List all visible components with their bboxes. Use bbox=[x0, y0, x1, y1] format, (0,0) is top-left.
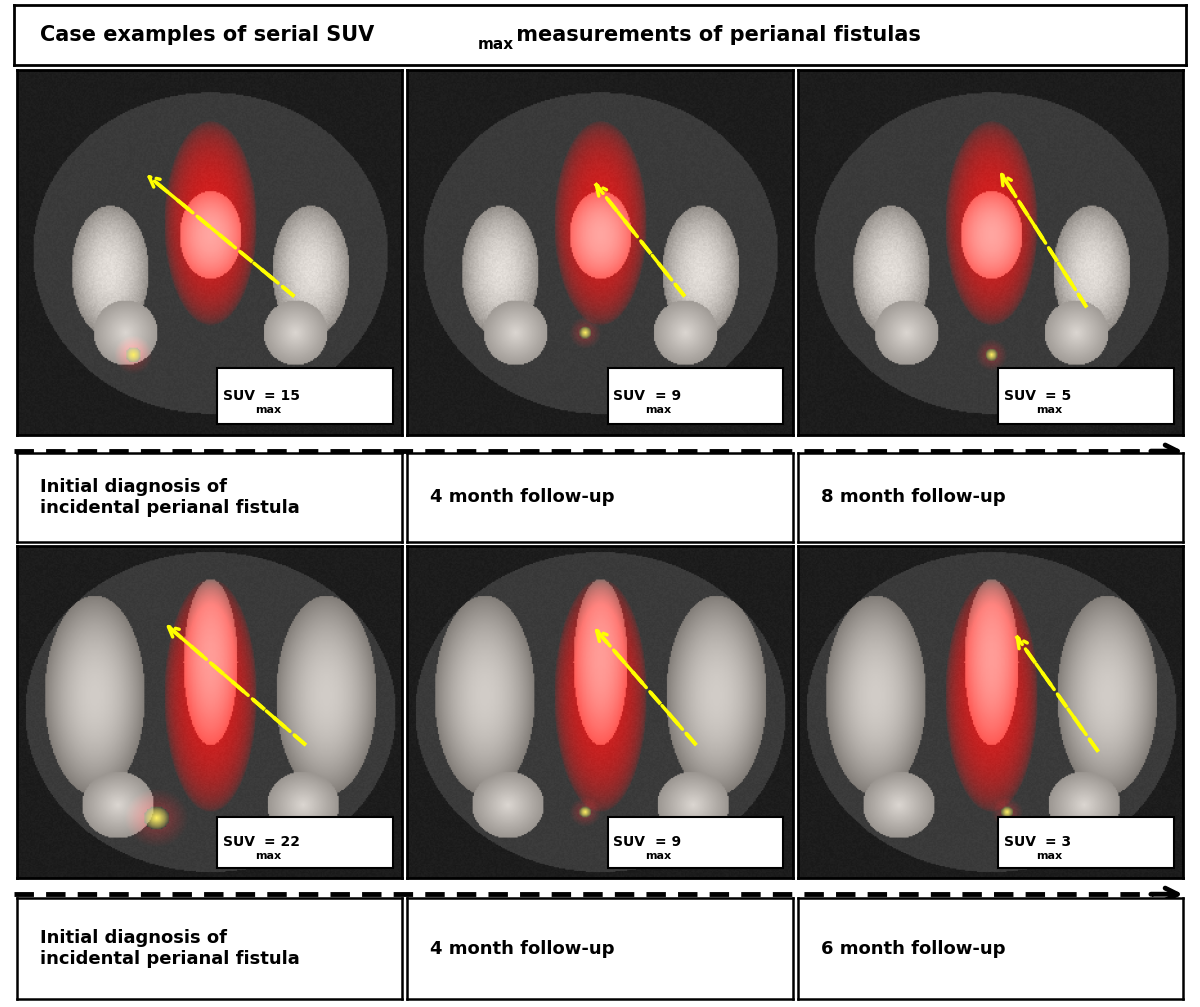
Text: = 9: = 9 bbox=[655, 835, 680, 849]
Text: Initial diagnosis of
incidental perianal fistula: Initial diagnosis of incidental perianal… bbox=[40, 478, 300, 517]
FancyBboxPatch shape bbox=[217, 368, 392, 424]
Text: = 5: = 5 bbox=[1045, 389, 1072, 403]
FancyBboxPatch shape bbox=[998, 368, 1174, 424]
Text: = 9: = 9 bbox=[655, 389, 680, 403]
Text: = 22: = 22 bbox=[264, 835, 300, 849]
FancyBboxPatch shape bbox=[217, 817, 392, 868]
Text: max: max bbox=[646, 405, 672, 415]
Text: SUV: SUV bbox=[613, 835, 646, 849]
Text: SUV: SUV bbox=[1004, 389, 1036, 403]
Text: = 3: = 3 bbox=[1045, 835, 1072, 849]
Text: max: max bbox=[256, 851, 281, 861]
Text: SUV: SUV bbox=[1004, 835, 1036, 849]
Text: Initial diagnosis of
incidental perianal fistula: Initial diagnosis of incidental perianal… bbox=[40, 929, 300, 968]
Text: measurements of perianal fistulas: measurements of perianal fistulas bbox=[509, 25, 920, 45]
Text: SUV: SUV bbox=[613, 389, 646, 403]
Text: Case examples of serial SUV: Case examples of serial SUV bbox=[40, 25, 374, 45]
Text: 6 month follow-up: 6 month follow-up bbox=[821, 940, 1006, 958]
Text: 4 month follow-up: 4 month follow-up bbox=[431, 940, 614, 958]
Text: max: max bbox=[1036, 851, 1062, 861]
Text: max: max bbox=[1036, 405, 1062, 415]
FancyBboxPatch shape bbox=[607, 817, 784, 868]
FancyBboxPatch shape bbox=[998, 817, 1174, 868]
Text: SUV: SUV bbox=[223, 389, 256, 403]
Text: max: max bbox=[256, 405, 281, 415]
Text: max: max bbox=[646, 851, 672, 861]
Text: 8 month follow-up: 8 month follow-up bbox=[821, 488, 1006, 507]
Text: = 15: = 15 bbox=[264, 389, 300, 403]
Text: 4 month follow-up: 4 month follow-up bbox=[431, 488, 614, 507]
FancyBboxPatch shape bbox=[607, 368, 784, 424]
Text: SUV: SUV bbox=[223, 835, 256, 849]
Text: max: max bbox=[478, 37, 515, 52]
